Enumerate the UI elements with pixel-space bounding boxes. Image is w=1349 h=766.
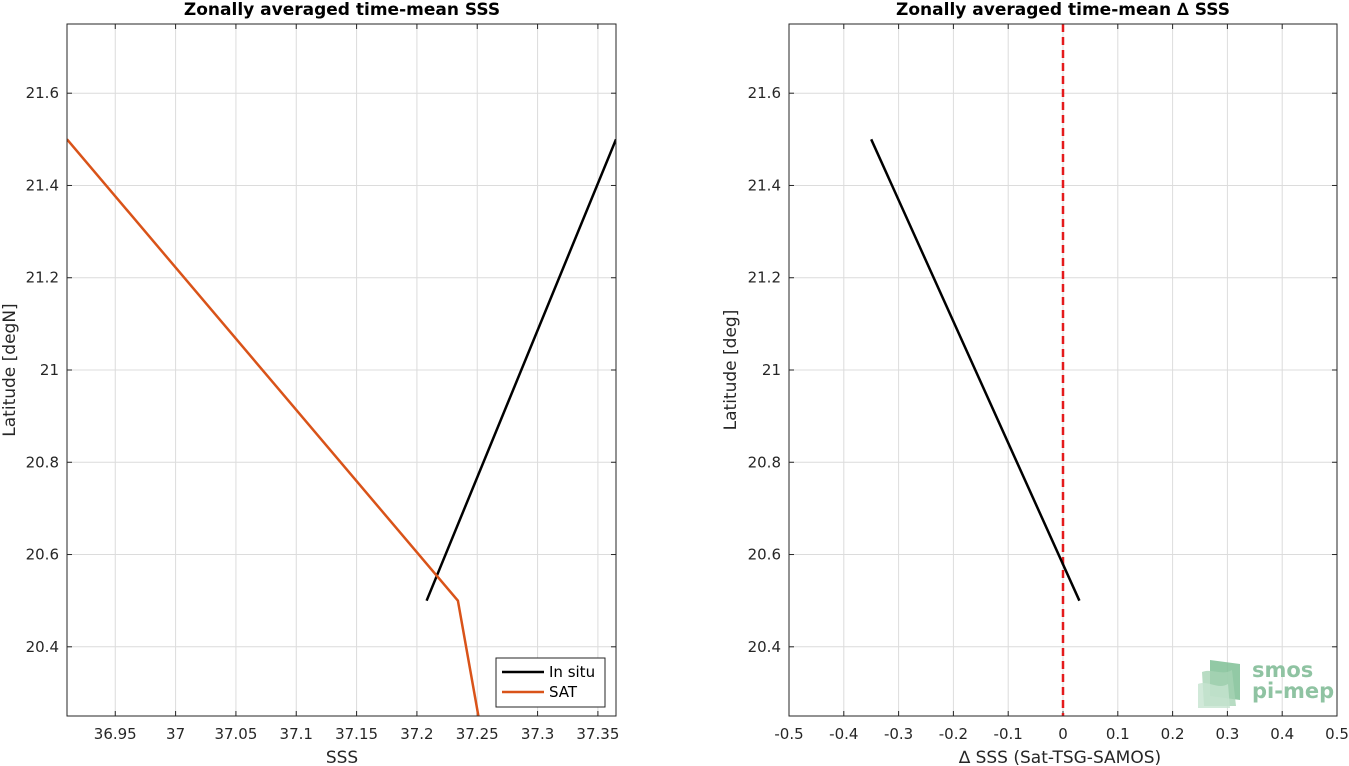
y-tick-label: 20.4 <box>748 638 781 656</box>
logo-waves-icon <box>1198 660 1240 708</box>
sss-panel: Zonally averaged time-mean SSS SSS Latit… <box>0 0 619 766</box>
x-tick-label: 37.35 <box>576 725 619 743</box>
smos-pi-mep-logo: smos pi-mep <box>1198 658 1334 708</box>
sss-panel-grid <box>67 24 616 716</box>
y-tick-label: 21 <box>762 361 781 379</box>
legend-box <box>495 657 606 708</box>
y-tick-label: 20.6 <box>26 546 59 564</box>
x-tick-label: 0 <box>1058 725 1068 743</box>
delta-sss-panel-ylabel: Latitude [deg] <box>721 310 741 431</box>
delta-sss-panel-title: Zonally averaged time-mean ∆ SSS <box>896 0 1230 20</box>
x-tick-label: -0.1 <box>994 725 1023 743</box>
sat-line <box>67 138 480 716</box>
x-tick-label: 37.1 <box>280 725 313 743</box>
y-tick-label: 20.8 <box>748 453 781 471</box>
x-tick-label: 37.3 <box>521 725 554 743</box>
y-tick-label: 20.8 <box>26 453 59 471</box>
x-tick-label: -0.4 <box>829 725 858 743</box>
sss-panel-ylabel: Latitude [degN] <box>0 303 20 436</box>
delta-sss-panel: Zonally averaged time-mean ∆ SSS ∆ SSS (… <box>721 0 1349 766</box>
legend-label-sat: SAT <box>549 683 578 701</box>
series-0-line <box>870 138 1081 602</box>
legend: In situ SAT <box>495 657 606 708</box>
x-tick-label: 0.3 <box>1215 725 1239 743</box>
y-tick-label: 21.4 <box>748 176 781 194</box>
x-tick-label: 37.05 <box>214 725 257 743</box>
y-tick-label: 21.6 <box>26 84 59 102</box>
x-tick-label: -0.5 <box>774 725 803 743</box>
y-tick-label: 21.2 <box>26 269 59 287</box>
y-tick-label: 21.4 <box>26 176 59 194</box>
x-tick-label: 37.2 <box>400 725 433 743</box>
delta-sss-panel-series <box>870 138 1081 602</box>
x-tick-label: 0.5 <box>1325 725 1349 743</box>
x-tick-label: 0.1 <box>1106 725 1130 743</box>
x-tick-label: 37 <box>166 725 185 743</box>
x-tick-label: 37.25 <box>456 725 499 743</box>
y-tick-label: 21.6 <box>748 84 781 102</box>
x-tick-label: 37.15 <box>335 725 378 743</box>
y-tick-label: 21 <box>40 361 59 379</box>
x-tick-label: -0.2 <box>939 725 968 743</box>
x-tick-label: -0.3 <box>884 725 913 743</box>
delta-sss-panel-ticks: -0.5 -0.4 -0.3 -0.2 -0.1 0 0.1 0.2 0.3 0.4 0.5 20.4… <box>748 24 1349 743</box>
sss-panel-ticks: 36.95 37 37.05 37.1 37.15 37.2 37.25 37.3 37.35 2… <box>26 24 619 743</box>
sss-panel-series <box>67 138 616 716</box>
sss-panel-xlabel: SSS <box>326 748 358 766</box>
x-tick-label: 0.2 <box>1161 725 1185 743</box>
sss-panel-title: Zonally averaged time-mean SSS <box>184 0 500 20</box>
legend-label-in-situ: In situ <box>549 663 595 681</box>
sss-panel-axes-box <box>66 23 617 717</box>
logo-line-2: pi-mep <box>1252 679 1334 703</box>
delta-sss-panel-axes-box <box>788 23 1338 717</box>
y-tick-label: 20.6 <box>748 546 781 564</box>
x-tick-label: 0.4 <box>1270 725 1294 743</box>
delta-sss-panel-xlabel: ∆ SSS (Sat-TSG-SAMOS) <box>958 748 1161 766</box>
in-situ-line <box>425 138 616 602</box>
y-tick-label: 20.4 <box>26 638 59 656</box>
x-tick-label: 36.95 <box>94 725 137 743</box>
logo-line-1: smos <box>1252 658 1313 682</box>
y-tick-label: 21.2 <box>748 269 781 287</box>
